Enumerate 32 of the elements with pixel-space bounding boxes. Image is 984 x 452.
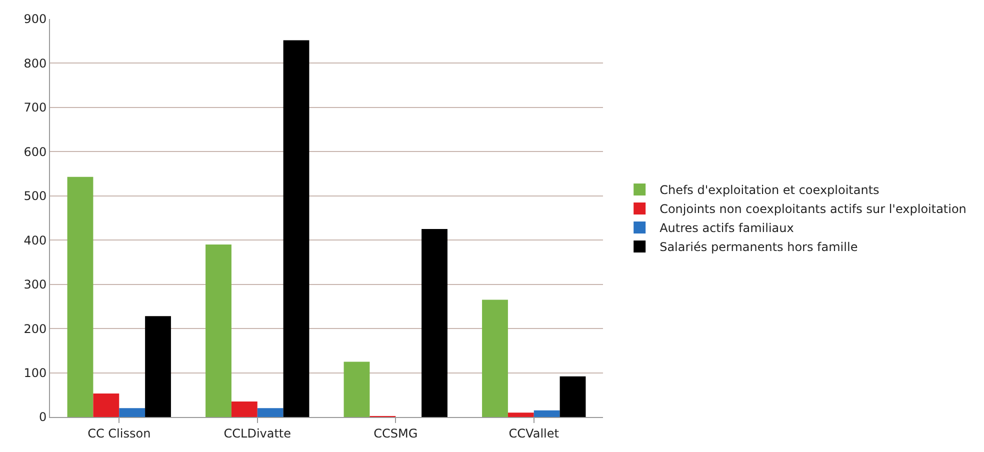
bar	[231, 402, 258, 417]
y-tick-label: 200	[24, 322, 47, 336]
bar	[508, 412, 534, 417]
y-tick-label: 400	[24, 233, 47, 248]
bar	[257, 408, 284, 417]
x-tick-label: CCSMG	[374, 426, 418, 440]
bar	[119, 408, 146, 417]
y-tick-label: 500	[24, 189, 47, 204]
y-tick-label: 900	[24, 12, 47, 26]
y-tick-label: 800	[24, 56, 47, 70]
y-tick-label: 300	[24, 278, 47, 292]
x-tick-label: CCLDivatte	[224, 426, 292, 440]
bar	[206, 244, 232, 417]
legend-label: Salariés permanents hors famille	[660, 240, 858, 254]
bar	[283, 40, 310, 417]
y-tick-label: 0	[38, 410, 47, 424]
bar	[344, 362, 370, 417]
bar	[145, 316, 171, 417]
x-tick-label: CC Clisson	[88, 426, 151, 440]
bar	[93, 394, 120, 417]
y-tick-label: 100	[24, 366, 47, 380]
legend-label: Autres actifs familiaux	[660, 221, 794, 236]
bar	[534, 410, 560, 417]
legend-label: Chefs d'exploitation et coexploitants	[660, 183, 880, 198]
bar	[422, 229, 448, 417]
x-tick-label: CCVallet	[508, 426, 560, 440]
bar	[67, 176, 94, 417]
y-tick-label: 700	[24, 100, 47, 115]
bar	[560, 376, 586, 417]
bar	[482, 300, 508, 417]
legend-label: Conjoints non coexploitants actifs sur l'exploitation	[660, 202, 966, 216]
y-tick-label: 600	[24, 144, 47, 159]
